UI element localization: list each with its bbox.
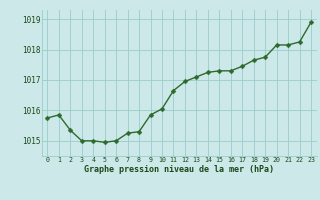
X-axis label: Graphe pression niveau de la mer (hPa): Graphe pression niveau de la mer (hPa) [84,165,274,174]
